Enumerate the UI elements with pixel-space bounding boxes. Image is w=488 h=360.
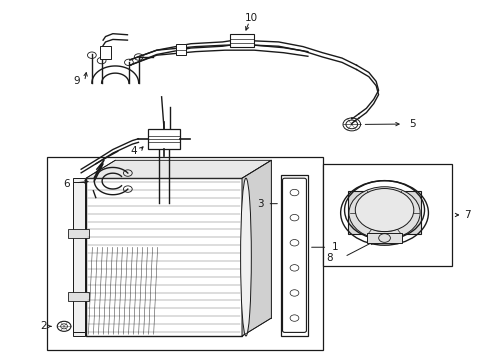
Text: 7: 7 — [463, 210, 469, 220]
Bar — [366, 233, 401, 243]
Ellipse shape — [240, 178, 251, 336]
Bar — [47, 157, 322, 350]
Text: 6: 6 — [63, 179, 70, 189]
Text: 3: 3 — [257, 199, 264, 209]
Circle shape — [348, 187, 419, 239]
Bar — [281, 175, 307, 336]
Text: 10: 10 — [245, 13, 258, 23]
Bar — [100, 46, 111, 59]
Bar — [176, 44, 185, 55]
Circle shape — [355, 189, 413, 231]
Bar — [229, 35, 254, 47]
Bar — [68, 229, 89, 238]
Bar — [73, 182, 84, 332]
Bar — [73, 178, 84, 336]
Bar — [148, 129, 180, 149]
Text: 1: 1 — [331, 242, 337, 252]
Polygon shape — [86, 178, 242, 336]
Polygon shape — [86, 160, 271, 178]
Text: 2: 2 — [40, 321, 46, 331]
FancyBboxPatch shape — [282, 178, 306, 332]
Text: 9: 9 — [73, 76, 80, 86]
Bar — [68, 292, 89, 301]
Polygon shape — [242, 160, 271, 336]
Text: 4: 4 — [130, 146, 136, 156]
Text: 8: 8 — [326, 253, 332, 263]
Bar — [347, 192, 420, 234]
Bar — [322, 164, 451, 266]
Text: 5: 5 — [408, 119, 415, 129]
Circle shape — [370, 203, 397, 223]
